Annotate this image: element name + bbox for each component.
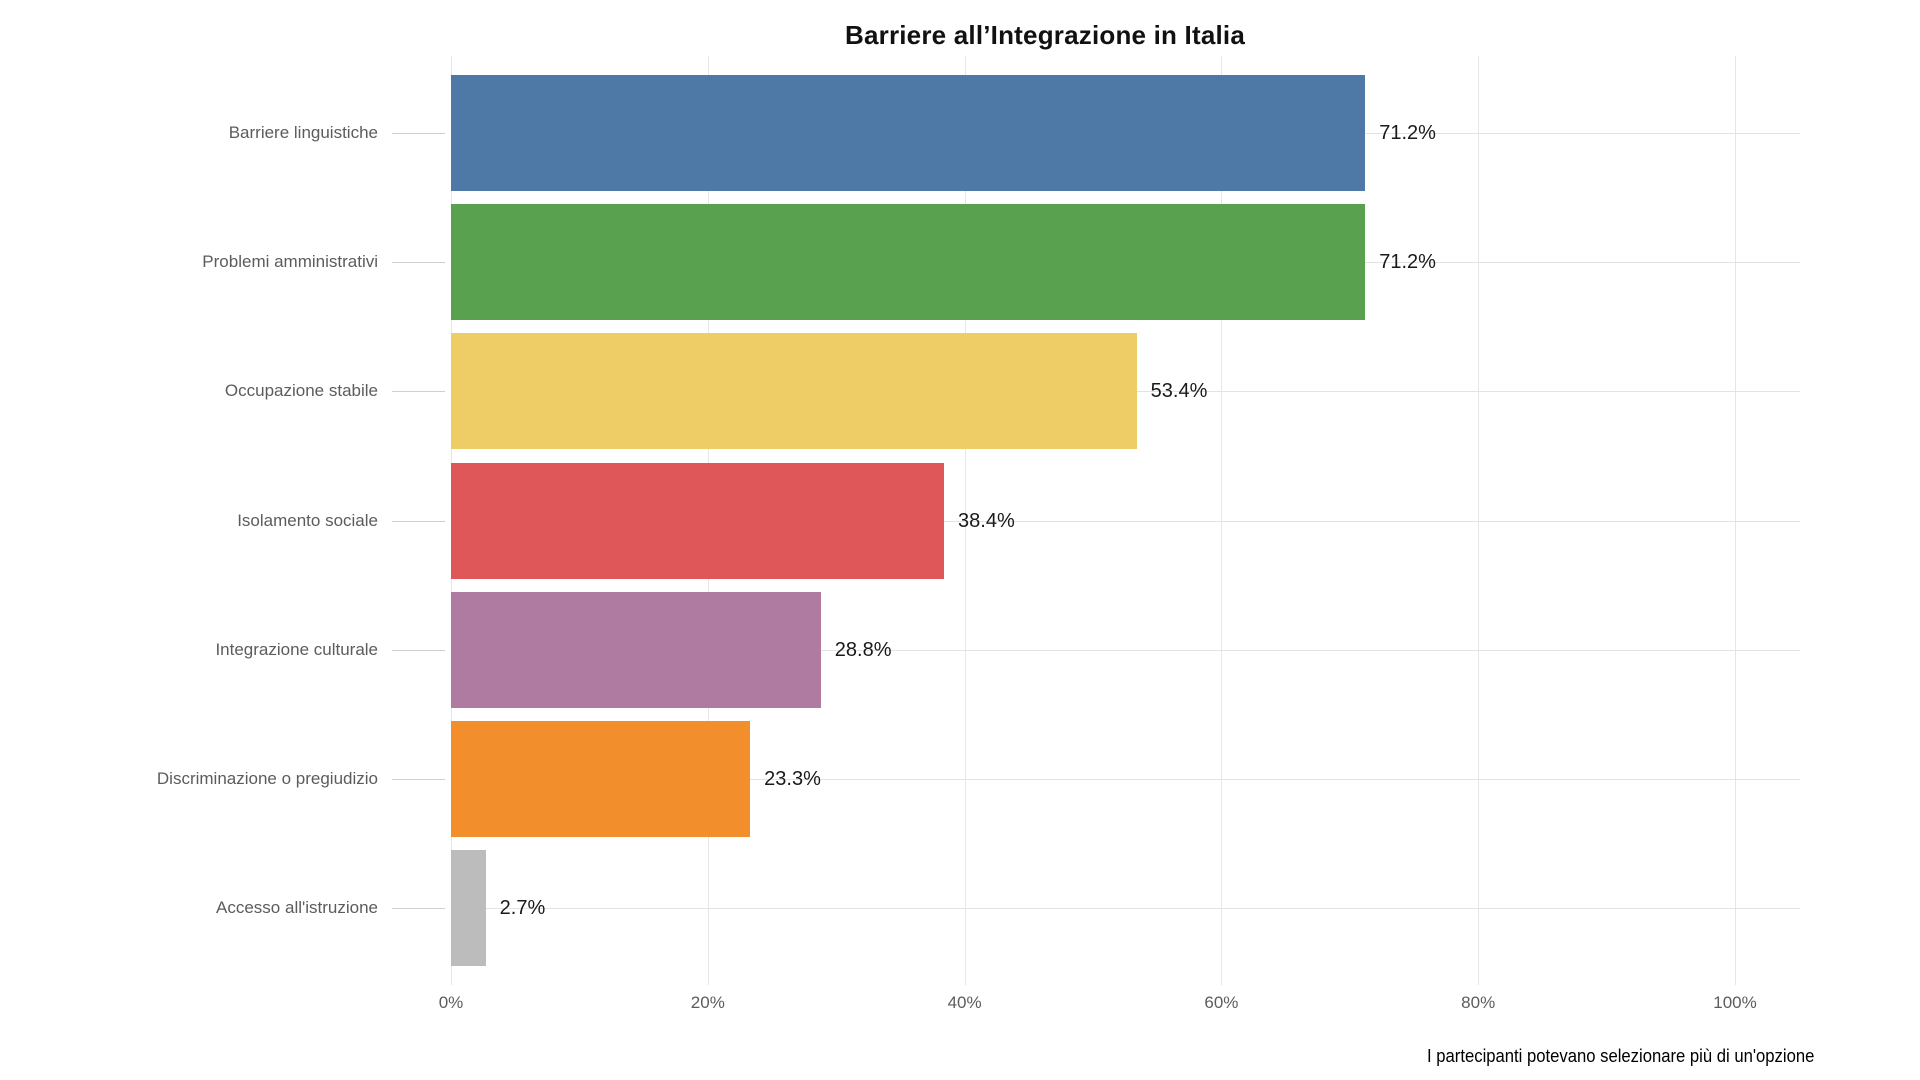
category-label: Occupazione stabile	[224, 381, 378, 401]
y-axis-tick	[392, 262, 445, 264]
horizontal-gridline	[451, 907, 1800, 909]
horizontal-gridline	[451, 649, 1800, 651]
bar-3	[451, 333, 1137, 450]
chart-title: Barriere all’Integrazione in Italia	[844, 20, 1246, 50]
x-tick-label: 20%	[690, 993, 725, 1012]
bar-value-label: 2.7%	[499, 896, 546, 919]
category-label: Integrazione culturale	[215, 639, 378, 659]
y-axis-tick	[392, 133, 445, 135]
category-label: Barriere linguistiche	[228, 123, 378, 143]
x-tick-label: 100%	[1713, 993, 1757, 1012]
y-axis-tick	[392, 907, 445, 909]
bar-value-label: 71.2%	[1379, 251, 1436, 274]
bar-5	[451, 591, 821, 708]
category-label: Isolamento sociale	[237, 510, 378, 530]
x-tick-label: 0%	[438, 993, 464, 1012]
bar-value-label: 38.4%	[958, 509, 1015, 532]
y-axis-tick	[392, 391, 445, 393]
horizontal-gridline	[451, 778, 1800, 780]
category-label: Problemi amministrativi	[202, 252, 378, 272]
bar-value-label: 71.2%	[1379, 122, 1436, 145]
bar-value-label: 28.8%	[834, 638, 892, 661]
category-label: Discriminazione o pregiudizio	[156, 768, 378, 788]
x-tick-label: 60%	[1204, 993, 1239, 1012]
bar-1	[451, 75, 1366, 192]
x-tick-label: 40%	[947, 993, 982, 1012]
y-axis-tick	[392, 778, 445, 780]
bar-6	[451, 720, 751, 837]
bar-value-label: 53.4%	[1150, 380, 1208, 403]
plot-panel: 71.2% 71.2% 53.4% 38.4% 28.8% 23.3% 2.7%	[451, 56, 1800, 985]
chart-caption: I partecipanti potevano selezionare più …	[1426, 1045, 1814, 1066]
bar-2	[451, 204, 1366, 321]
horizontal-gridline	[451, 520, 1800, 522]
bar-value-label: 23.3%	[764, 767, 821, 790]
y-axis-tick	[392, 520, 445, 522]
category-label: Accesso all'istruzione	[216, 897, 378, 917]
y-axis-tick	[392, 649, 445, 651]
bar-4	[451, 462, 945, 579]
bar-7	[451, 849, 486, 966]
x-tick-label: 80%	[1461, 993, 1496, 1012]
